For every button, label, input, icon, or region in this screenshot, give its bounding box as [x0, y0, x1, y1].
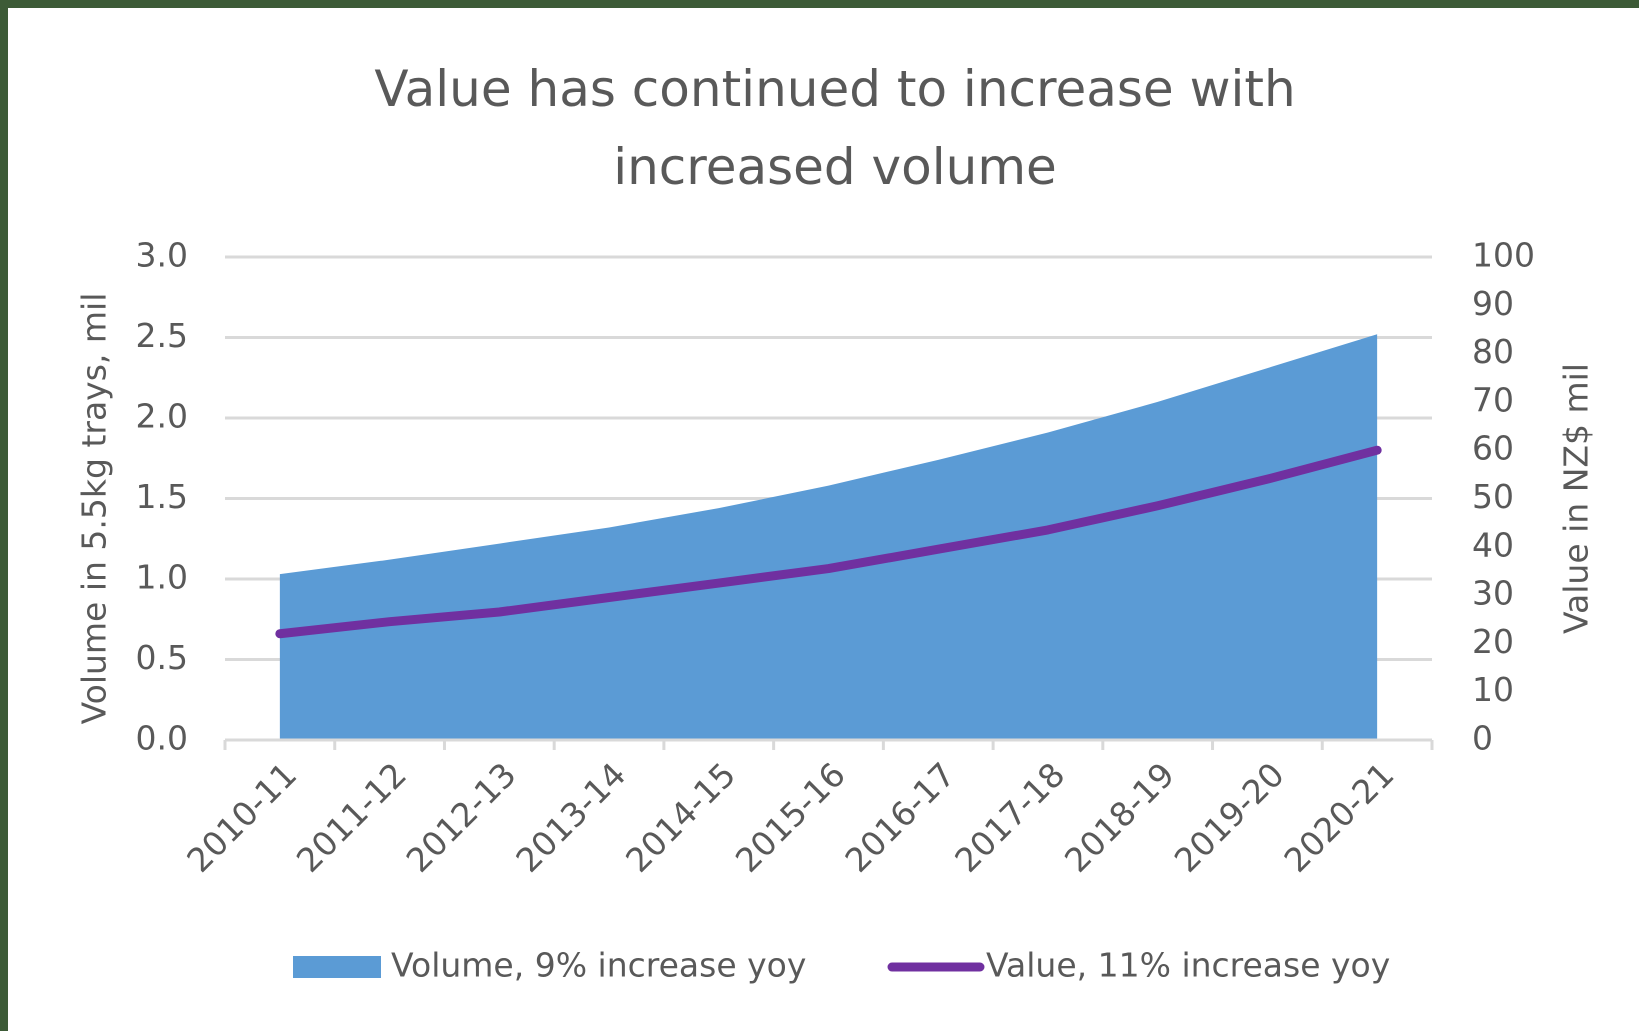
x-tick-label: 2014-15	[618, 755, 743, 880]
y2-tick-label: 20	[1472, 622, 1514, 661]
y2-tick-label: 50	[1472, 477, 1514, 516]
volume-area	[279, 334, 1378, 740]
y2-axis-title: Value in NZ$ mil	[1557, 363, 1596, 634]
x-tick-label: 2013-14	[508, 755, 633, 880]
y-tick-label: 0.5	[136, 638, 188, 677]
y-tick-label: 1.5	[136, 477, 188, 516]
value-line	[275, 445, 1382, 639]
y2-tick-label: 80	[1472, 332, 1514, 371]
x-tick-label: 2017-18	[947, 755, 1072, 880]
y2-tick-label: 90	[1472, 284, 1514, 323]
y2-tick-label: 40	[1472, 525, 1514, 564]
legend-swatch	[293, 956, 381, 978]
y2-tick-label: 10	[1472, 670, 1514, 709]
x-tick-label: 2019-20	[1167, 755, 1292, 880]
x-tick-label: 2018-19	[1057, 755, 1182, 880]
x-tick-label: 2011-12	[289, 755, 414, 880]
legend-label: Value, 11% increase yoy	[986, 946, 1390, 985]
y2-tick-label: 0	[1472, 719, 1493, 758]
y-tick-label: 2.5	[136, 316, 188, 355]
x-tick-label: 2012-13	[399, 755, 524, 880]
y2-tick-label: 70	[1472, 380, 1514, 419]
y-tick-label: 1.0	[136, 558, 188, 597]
y-axis-title: Volume in 5.5kg trays, mil	[75, 293, 114, 725]
chart-title: Value has continued to increase with inc…	[374, 60, 1296, 196]
y-tick-label: 3.0	[136, 236, 188, 275]
x-tick-label: 2016-17	[838, 755, 963, 880]
x-tick-label: 2015-16	[728, 755, 853, 880]
legend-label: Volume, 9% increase yoy	[391, 946, 806, 985]
y2-tick-label: 30	[1472, 574, 1514, 613]
y2-tick-label: 60	[1472, 429, 1514, 468]
y-tick-label: 2.0	[136, 397, 188, 436]
y2-tick-label: 100	[1472, 236, 1535, 275]
x-tick-label: 2020-21	[1276, 755, 1401, 880]
y-tick-label: 0.0	[136, 719, 188, 758]
x-tick-label: 2010-11	[179, 755, 304, 880]
